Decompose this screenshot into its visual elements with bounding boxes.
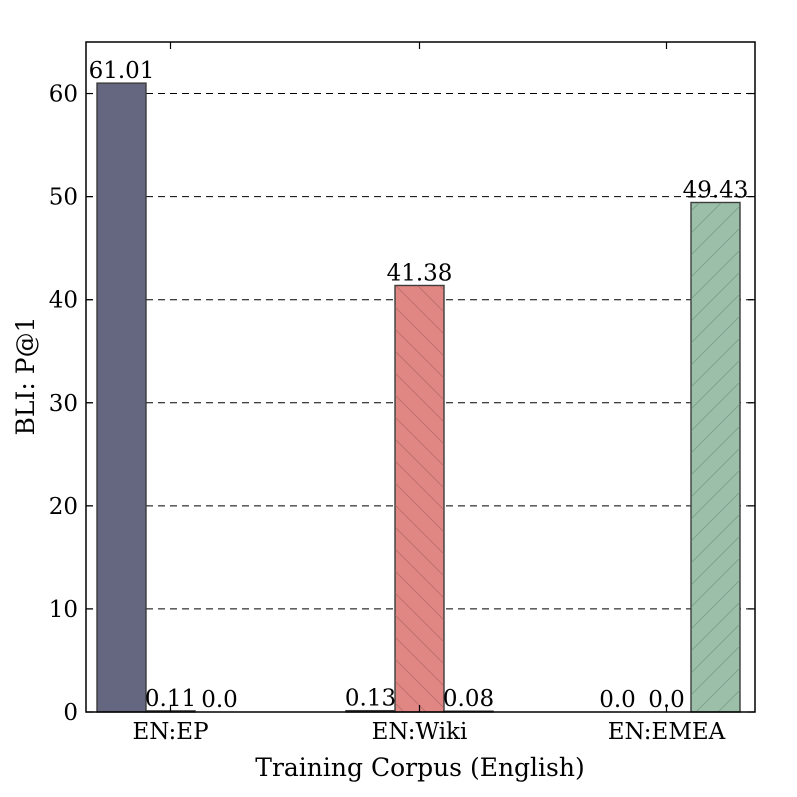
bar-value-label: 41.38 bbox=[387, 260, 453, 286]
gridlines bbox=[86, 93, 755, 610]
y-tick-label: 0 bbox=[63, 700, 78, 726]
bar-value-label: 0.13 bbox=[345, 686, 396, 712]
bar bbox=[96, 82, 147, 713]
y-tick-label: 50 bbox=[49, 185, 78, 211]
bar-value-label: 0.0 bbox=[599, 687, 636, 713]
x-tick-label: EN:Wiki bbox=[372, 719, 468, 745]
bar-hatch bbox=[395, 285, 444, 712]
bar-value-label: 0.0 bbox=[201, 687, 238, 713]
y-tick-label: 10 bbox=[49, 597, 78, 623]
bar-hatch bbox=[691, 202, 740, 712]
y-tick-label: 30 bbox=[49, 391, 78, 417]
x-tick-label: EN:EMEA bbox=[608, 719, 726, 745]
axes: EN:EP EN:Wiki EN:EMEA 0 10 20 30 40 50 60 bbox=[49, 41, 756, 745]
x-tick-label: EN:EP bbox=[132, 719, 208, 745]
bars bbox=[96, 82, 741, 713]
y-tick-label: 60 bbox=[49, 82, 78, 108]
x-axis-title: Training Corpus (English) bbox=[255, 753, 584, 782]
bar-value-label: 61.01 bbox=[89, 58, 155, 84]
bar-value-label: 49.43 bbox=[683, 177, 749, 203]
plot-frame bbox=[85, 41, 756, 713]
bar-value-label: 0.08 bbox=[443, 686, 494, 712]
y-tick-label: 20 bbox=[49, 494, 78, 520]
y-axis-title: BLI: P@1 bbox=[11, 317, 40, 436]
y-tick-label: 40 bbox=[49, 288, 78, 314]
